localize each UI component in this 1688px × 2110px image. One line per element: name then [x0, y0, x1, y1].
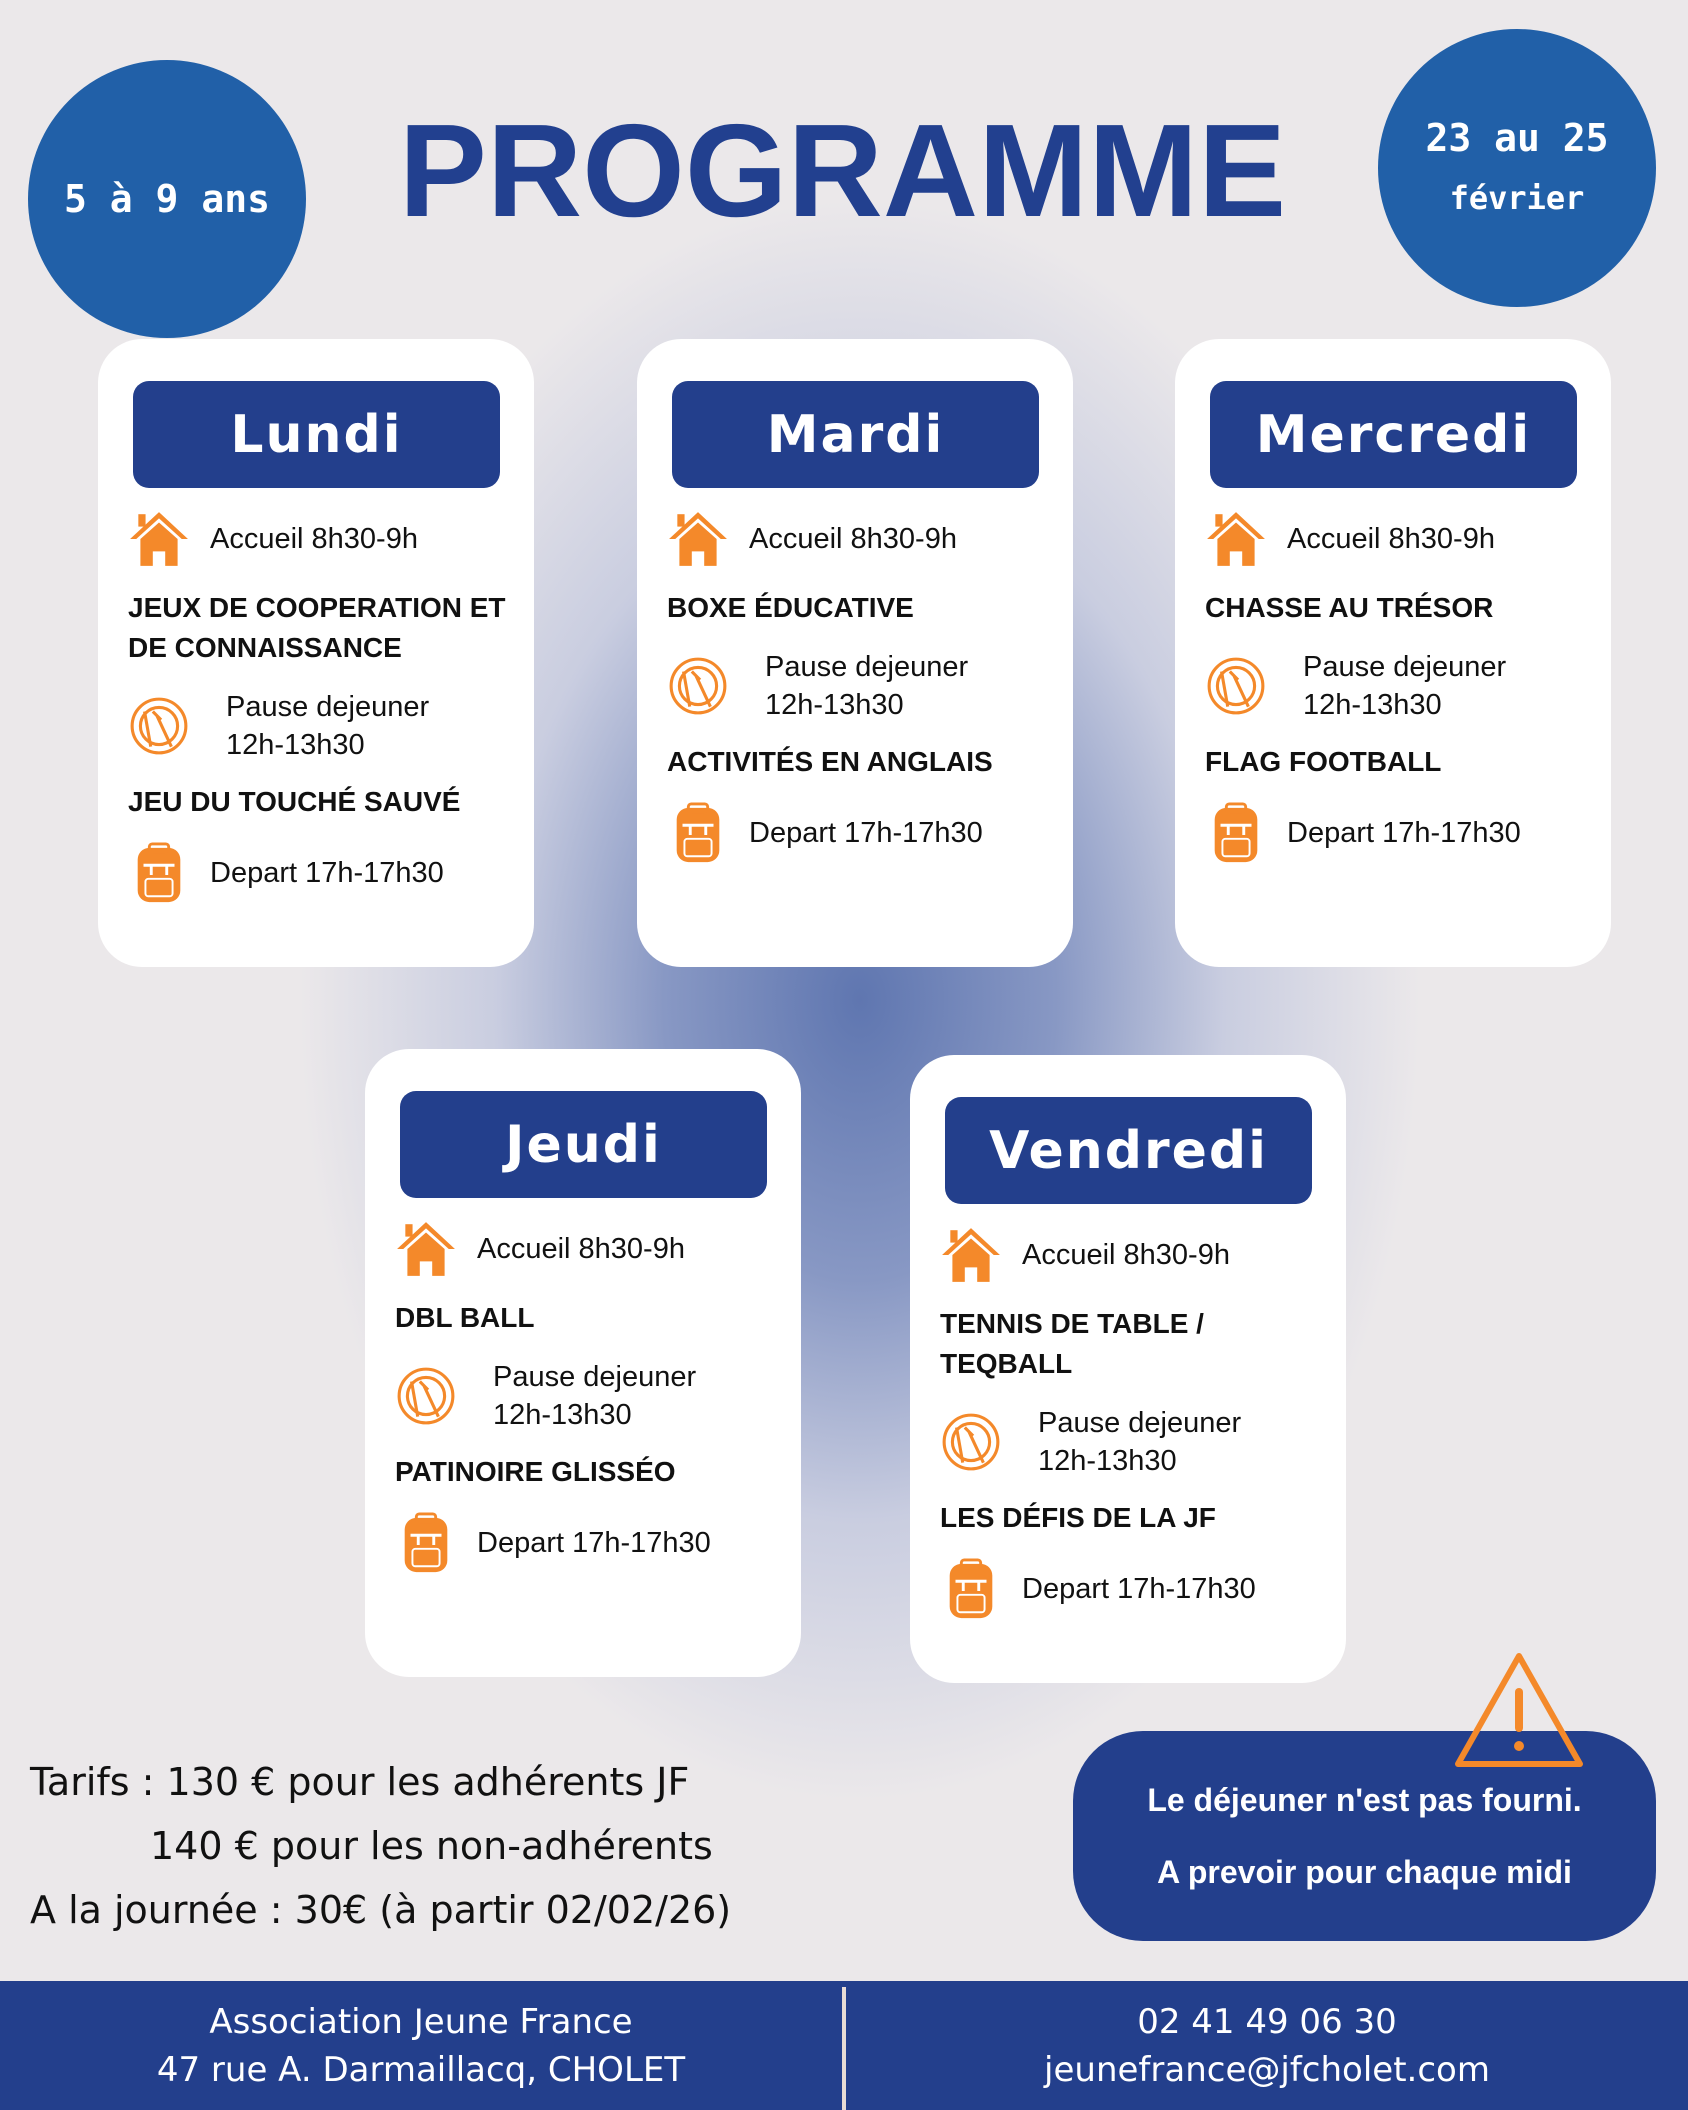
house-icon [669, 512, 727, 566]
email-link[interactable]: jeunefrance@jfcholet.com [1044, 2049, 1490, 2090]
house-icon [397, 1222, 455, 1276]
date-month: février [1449, 179, 1585, 217]
lunch-time: Pause dejeuner 12h-13h30 [765, 651, 969, 721]
backpack-icon [676, 802, 720, 863]
lunch-row: Pause dejeuner 12h-13h30 [667, 648, 1047, 724]
footer-divider [842, 1987, 846, 2110]
house-icon [1207, 512, 1265, 566]
arrival-row: Accueil 8h30-9h [940, 1224, 1320, 1286]
backpack-icon [1214, 802, 1258, 863]
day-card-mercredi: Mercredi Accueil 8h30-9h CHASSE AU TRÉSO… [1175, 339, 1611, 967]
age-text: 5 à 9 ans [64, 177, 270, 221]
departure-time: Depart 17h-17h30 [749, 817, 983, 849]
notice-line2: A prevoir pour chaque midi [1157, 1854, 1572, 1890]
afternoon-activity: LES DÉFIS DE LA JF [940, 1502, 1216, 1533]
afternoon-activity: JEU DU TOUCHÉ SAUVÉ [128, 786, 461, 817]
departure-time: Depart 17h-17h30 [477, 1527, 711, 1559]
plate-icon [669, 657, 727, 715]
price-day: A la journée : 30€ (à partir 02/02/26) [30, 1888, 732, 1932]
arrival-time: Accueil 8h30-9h [210, 523, 418, 555]
warning-icon [1455, 1653, 1583, 1767]
morning-activity: JEUX DE COOPERATION ET DE CONNAISSANCE [128, 592, 506, 663]
age-badge: 5 à 9 ans [28, 60, 306, 338]
lunch-row: Pause dejeuner 12h-13h30 [940, 1404, 1320, 1480]
day-card-lundi: Lundi Accueil 8h30-9h JEUX DE COOPERATIO… [98, 339, 534, 967]
plate-icon [942, 1413, 1000, 1471]
morning-activity: CHASSE AU TRÉSOR [1205, 592, 1494, 623]
arrival-row: Accueil 8h30-9h [128, 508, 508, 570]
lunch-time: Pause dejeuner 12h-13h30 [226, 691, 430, 761]
day-card-jeudi: Jeudi Accueil 8h30-9h DBL BALL Pause dej… [365, 1049, 801, 1677]
org-address: 47 rue A. Darmaillacq, CHOLET [156, 2049, 686, 2090]
arrival-row: Accueil 8h30-9h [667, 508, 1047, 570]
departure-row: Depart 17h-17h30 [128, 842, 508, 904]
departure-time: Depart 17h-17h30 [210, 857, 444, 889]
page-title: PROGRAMME [398, 97, 1287, 244]
date-badge: 23 au 25 février [1378, 29, 1656, 307]
departure-row: Depart 17h-17h30 [667, 802, 1047, 864]
arrival-time: Accueil 8h30-9h [749, 523, 957, 555]
day-card-mardi: Mardi Accueil 8h30-9h BOXE ÉDUCATIVE Pau… [637, 339, 1073, 967]
arrival-time: Accueil 8h30-9h [1022, 1239, 1230, 1271]
lunch-row: Pause dejeuner 12h-13h30 [1205, 648, 1585, 724]
plate-icon [397, 1367, 455, 1425]
org-name: Association Jeune France [209, 2001, 633, 2042]
house-icon [130, 512, 188, 566]
arrival-time: Accueil 8h30-9h [1287, 523, 1495, 555]
morning-activity: TENNIS DE TABLE / TEQBALL [940, 1308, 1204, 1379]
price-members: Tarifs : 130 € pour les adhérents JF [30, 1760, 690, 1804]
afternoon-activity: ACTIVITÉS EN ANGLAIS [667, 746, 993, 777]
day-header: Jeudi [400, 1091, 767, 1198]
arrival-row: Accueil 8h30-9h [1205, 508, 1585, 570]
morning-activity: BOXE ÉDUCATIVE [667, 592, 914, 623]
lunch-row: Pause dejeuner 12h-13h30 [128, 688, 508, 764]
day-header: Lundi [133, 381, 500, 488]
date-range: 23 au 25 [1425, 116, 1609, 160]
arrival-time: Accueil 8h30-9h [477, 1233, 685, 1265]
pricing: Tarifs : 130 € pour les adhérents JF 140… [30, 1750, 731, 1942]
house-icon [942, 1228, 1000, 1282]
backpack-icon [404, 1512, 448, 1573]
morning-activity: DBL BALL [395, 1302, 535, 1333]
lunch-time: Pause dejeuner 12h-13h30 [1038, 1407, 1242, 1477]
day-header: Mercredi [1210, 381, 1577, 488]
arrival-row: Accueil 8h30-9h [395, 1218, 775, 1280]
lunch-time: Pause dejeuner 12h-13h30 [1303, 651, 1507, 721]
plate-icon [130, 697, 188, 755]
phone-link[interactable]: 02 41 49 06 30 [1137, 2001, 1397, 2042]
backpack-icon [137, 842, 181, 903]
notice-line1: Le déjeuner n'est pas fourni. [1147, 1782, 1582, 1818]
departure-row: Depart 17h-17h30 [940, 1558, 1320, 1620]
day-header: Mardi [672, 381, 1039, 488]
plate-icon [1207, 657, 1265, 715]
departure-time: Depart 17h-17h30 [1287, 817, 1521, 849]
backpack-icon [949, 1558, 993, 1619]
price-non-members: 140 € pour les non-adhérents [150, 1824, 713, 1868]
departure-row: Depart 17h-17h30 [1205, 802, 1585, 864]
day-card-vendredi: Vendredi Accueil 8h30-9h TENNIS DE TABLE… [910, 1055, 1346, 1683]
footer: Association Jeune France 47 rue A. Darmai… [0, 1981, 1688, 2110]
afternoon-activity: FLAG FOOTBALL [1205, 746, 1442, 777]
afternoon-activity: PATINOIRE GLISSÉO [395, 1456, 676, 1487]
lunch-time: Pause dejeuner 12h-13h30 [493, 1361, 697, 1431]
lunch-row: Pause dejeuner 12h-13h30 [395, 1358, 775, 1434]
day-header: Vendredi [945, 1097, 1312, 1204]
departure-row: Depart 17h-17h30 [395, 1512, 775, 1574]
departure-time: Depart 17h-17h30 [1022, 1573, 1256, 1605]
